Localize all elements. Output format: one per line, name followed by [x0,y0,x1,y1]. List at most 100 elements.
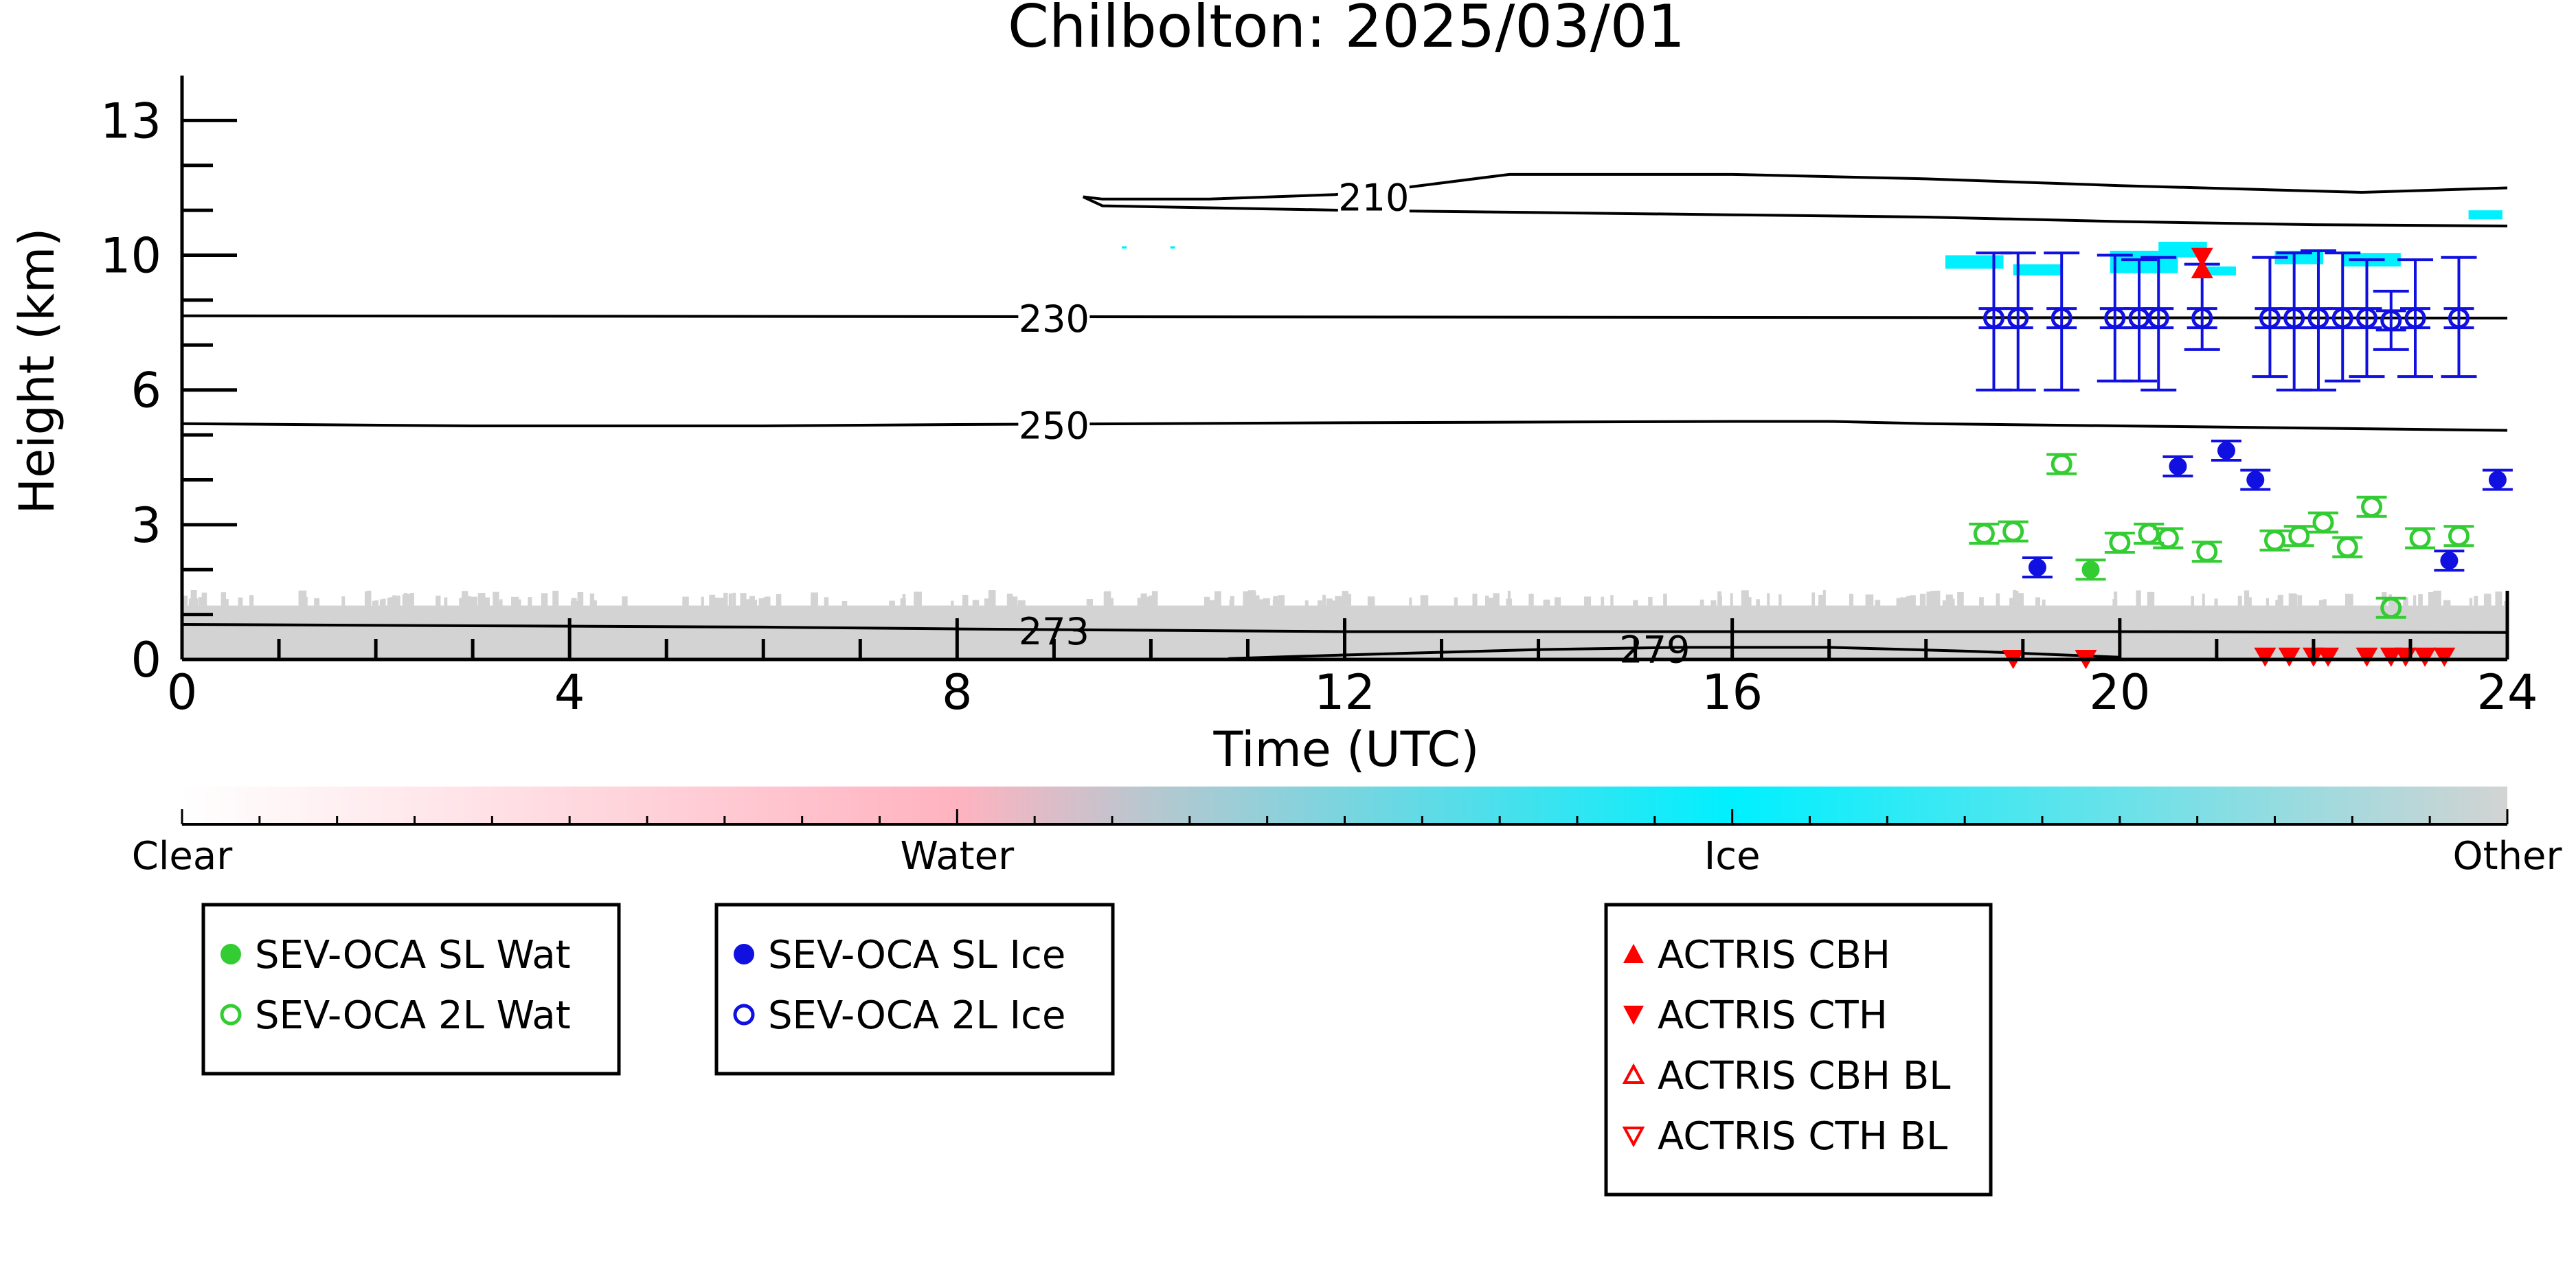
other-cloud-speck [1610,595,1614,606]
other-cloud-speck [577,591,584,606]
y-tick-label: 13 [100,93,161,149]
data-point [2109,532,2131,554]
colorbar-label-other: Other [2452,834,2562,879]
other-cloud-speck [1719,595,1722,606]
series-sev-oca-2l-wat [1969,453,2474,619]
y-tick-label: 6 [131,363,161,419]
other-cloud-speck [622,596,628,606]
other-cloud-speck [1337,596,1344,606]
chart-title: Chilbolton: 2025/03/01 [1008,0,1685,61]
other-cloud-speck [1247,590,1256,606]
other-cloud-speck [1472,594,1478,606]
other-cloud-speck [1906,596,1912,606]
data-point [2081,561,2100,579]
series-sev-oca-2l-ice [1976,249,2477,392]
data-point [2440,552,2459,570]
other-cloud-speck [2288,593,2296,606]
data-point [2288,525,2310,547]
other-cloud-speck [1347,594,1352,606]
data-point [2448,525,2470,547]
other-cloud-speck [238,597,243,606]
data-point [2191,259,2213,279]
other-cloud-speck [1493,593,1500,606]
other-cloud-speck [732,592,736,606]
legend-marker [1622,1127,1645,1148]
other-cloud-speck [2469,598,2473,606]
other-cloud-speck [1867,597,1871,606]
other-cloud-speck [1996,593,2000,606]
cloud-type-colorbar: Clear Water Ice Other [132,787,2562,879]
data-point [2307,307,2329,329]
data-point [2331,307,2353,329]
data-point [2312,512,2334,534]
other-cloud-speck [811,592,819,606]
other-cloud-speck [541,593,548,606]
data-point [2380,647,2402,667]
other-cloud-speck [2485,594,2489,606]
other-cloud-speck [752,600,758,606]
other-cloud-speck [1930,591,1937,606]
other-cloud-speck [221,592,227,606]
x-tick-label: 8 [942,664,973,721]
other-cloud-speck [1756,599,1760,606]
other-cloud-speck [409,593,414,606]
data-point [2050,307,2072,329]
other-cloud-speck [748,600,754,606]
other-cloud-speck [2403,597,2408,606]
contour-line-210 [1083,172,2508,201]
legend-label: SEV-OCA SL Wat [255,933,571,978]
legend-frame [1604,903,1993,1197]
other-cloud-speck [1633,600,1638,606]
contour-line-250 [181,420,2508,432]
other-cloud-speck [1663,594,1667,606]
data-point [2355,307,2377,329]
other-cloud-speck [1910,595,1916,606]
other-cloud-speck [1945,594,1953,606]
contour-label-279: 279 [1619,628,1690,671]
other-cloud-speck [1322,594,1326,606]
other-cloud-speck [1304,600,1309,606]
other-cloud-speck [2298,595,2303,606]
other-cloud-speck [1942,600,1947,606]
data-point [2254,647,2276,667]
other-cloud-speck [723,592,728,606]
other-cloud-speck [1926,591,1934,606]
other-cloud-speck [1818,594,1826,606]
other-cloud-speck [484,597,490,606]
data-point [2283,307,2305,329]
other-cloud-speck [1822,589,1826,606]
data-point [2361,496,2383,518]
x-axis-label: Time (UTC) [1213,721,1480,778]
other-cloud-speck [1584,596,1592,606]
data-series [1969,247,2513,669]
other-cloud-speck [1699,599,1704,606]
legend-label: ACTRIS CTH BL [1658,1114,1947,1159]
other-cloud-speck [2237,596,2242,606]
other-cloud-speck [776,594,782,606]
other-cloud-speck [1730,593,1733,606]
data-point [2380,597,2402,619]
other-cloud-speck [552,590,559,606]
other-cloud-speck [2042,599,2046,606]
other-cloud-speck [1420,595,1429,606]
other-cloud-speck [1086,598,1093,606]
other-cloud-speck [1555,597,1561,606]
other-cloud-speck [1144,596,1153,606]
other-cloud-speck [1979,597,1984,606]
other-cloud-speck [1934,590,1941,606]
legend-label: ACTRIS CBH [1658,933,1890,978]
other-cloud-speck [972,600,980,606]
other-cloud-speck [682,596,689,606]
other-cloud-speck [762,597,771,606]
other-cloud-speck [511,596,519,606]
other-cloud-speck [389,597,394,606]
other-cloud-speck [2114,591,2118,606]
other-cloud-speck [1243,591,1250,606]
other-cloud-speck [1811,592,1816,606]
y-axis-label: Height (km) [9,228,65,515]
legend-marker [1623,944,1644,963]
contour-label-210: 210 [1338,177,1409,220]
other-cloud-speck [190,598,199,606]
colorbar-label-ice: Ice [1704,834,1761,879]
other-cloud-speck [902,594,906,606]
